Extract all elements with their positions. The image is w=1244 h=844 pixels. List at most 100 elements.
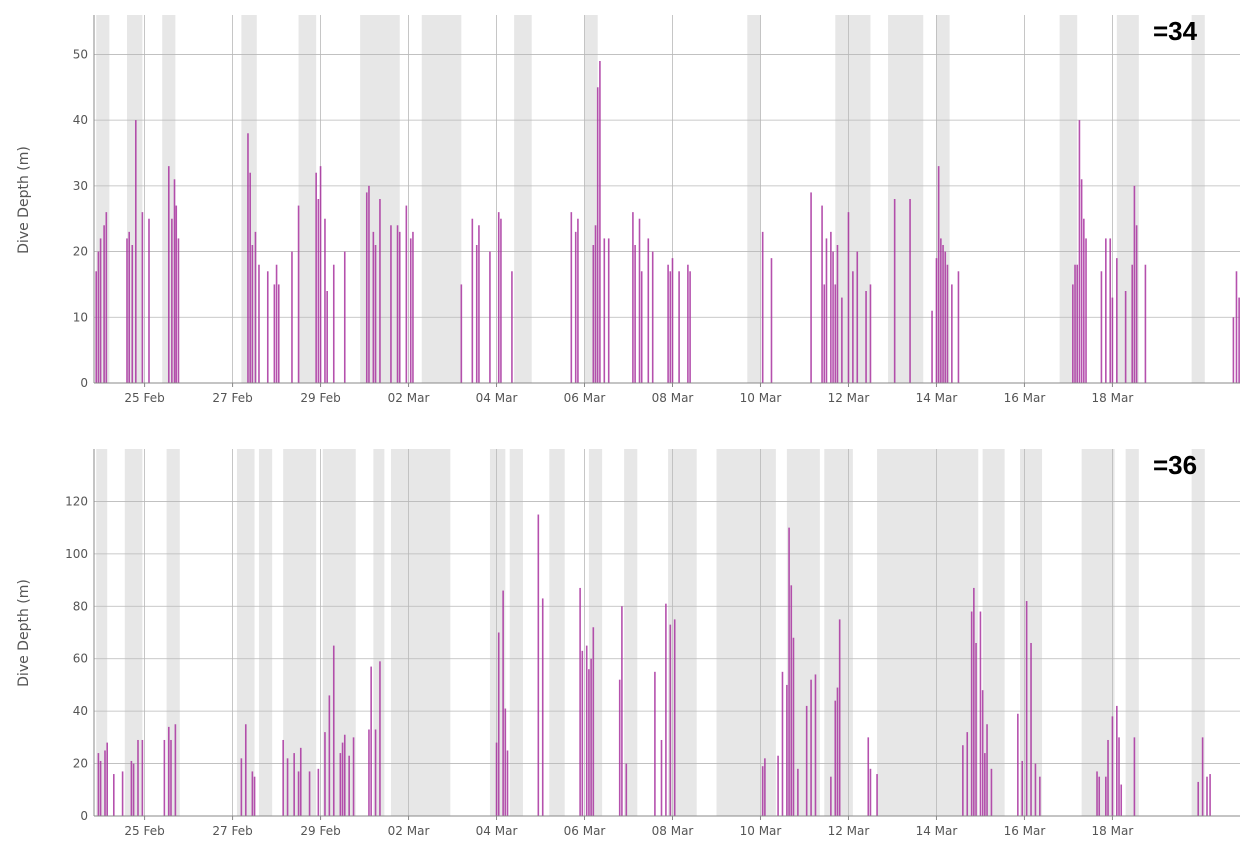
chart-1-dive-bar xyxy=(761,766,764,816)
chart-0-x-tick-label: 16 Mar xyxy=(1004,391,1046,405)
chart-1-shaded-period xyxy=(373,449,385,816)
chart-1-shaded-period xyxy=(124,449,143,816)
chart-1-dive-bar xyxy=(669,624,672,816)
chart-0-dive-bar xyxy=(1080,179,1083,383)
chart-1-dive-bar xyxy=(106,742,108,816)
chart-0-dive-bar xyxy=(951,284,953,383)
chart-1-dive-bar xyxy=(370,666,372,816)
chart-1-dive-bar xyxy=(975,642,977,816)
chart-0-shaded-period xyxy=(747,15,761,383)
chart-1-dive-bar xyxy=(341,742,344,816)
chart-0-dive-bar xyxy=(1124,291,1127,383)
chart-1-dive-bar xyxy=(332,645,335,816)
chart-1-x-tick-label: 08 Mar xyxy=(652,824,694,838)
chart-0-dive-bar xyxy=(368,185,370,383)
chart-0-x-tick-label: 10 Mar xyxy=(740,391,782,405)
chart-0-dive-bar xyxy=(834,284,837,383)
chart-0-dive-bar xyxy=(603,238,606,383)
chart-1-shaded-period xyxy=(716,449,776,816)
chart-1-dive-bar xyxy=(141,739,144,816)
chart-0-dive-bar xyxy=(596,87,599,384)
chart-1-dive-bars xyxy=(97,514,1211,816)
chart-1-dive-bar xyxy=(1030,642,1032,816)
chart-0-dive-bar xyxy=(651,251,654,383)
chart-1-dive-bar xyxy=(497,632,500,816)
chart-1-x-tick-label: 16 Mar xyxy=(1004,824,1046,838)
chart-1-dive-bar xyxy=(792,637,795,816)
chart-1-dive-bar xyxy=(981,690,984,816)
chart-1-dive-bar xyxy=(253,776,256,816)
chart-0-x-tick-label: 08 Mar xyxy=(652,391,694,405)
chart-0-dive-bar xyxy=(577,218,579,383)
chart-0-dive-bar xyxy=(830,231,832,383)
chart-1-dive-bar xyxy=(132,763,135,816)
chart-0-dive-bar xyxy=(678,271,680,383)
chart-1-dive-bar xyxy=(112,774,115,816)
chart-1-dive-bar xyxy=(973,587,975,816)
chart-1-shaded-period xyxy=(982,449,1005,816)
chart-1-dive-bar xyxy=(240,758,243,816)
chart-1-dive-bar xyxy=(585,645,588,816)
chart-0-y-tick-label: 30 xyxy=(73,179,88,193)
chart-1-shaded-period xyxy=(258,449,273,816)
chart-0-dive-bar xyxy=(409,238,412,383)
chart-0-dive-bar xyxy=(497,212,500,383)
chart-0-dive-bar xyxy=(99,238,102,383)
chart-0-dive-bar xyxy=(177,238,180,383)
chart-1-dive-bar xyxy=(1098,776,1101,816)
chart-0-dive-bar xyxy=(103,225,105,383)
chart-0-dive-bar xyxy=(460,284,463,383)
chart-1-y-tick-label: 120 xyxy=(65,494,88,508)
chart-0-dive-bar xyxy=(931,310,933,383)
chart-0-dive-bar xyxy=(95,271,97,383)
chart-0-dive-bar xyxy=(1072,284,1074,383)
chart-1-x-tick-label: 06 Mar xyxy=(564,824,606,838)
chart-0-y-tick-label: 50 xyxy=(73,47,88,61)
chart-0-dive-bar xyxy=(372,231,375,383)
chart-1-dive-bar xyxy=(244,724,247,816)
chart-1-shaded-period xyxy=(166,449,180,816)
chart-1-shaded-period xyxy=(489,449,506,816)
chart-1-dive-bar xyxy=(97,753,100,816)
chart-0-shaded-period xyxy=(936,15,950,383)
chart-0-dive-bar xyxy=(761,231,764,383)
chart-0-shaded-period xyxy=(126,15,143,383)
chart-0-dive-bar xyxy=(909,199,911,383)
chart-1-dive-bar xyxy=(1021,760,1024,816)
chart-1-dive-bar xyxy=(979,611,982,816)
chart-0-shaded-periods xyxy=(96,15,1205,383)
chart-0-dive-bar xyxy=(1105,238,1107,383)
chart-1-dive-bar xyxy=(99,760,102,816)
chart-1-dive-bar xyxy=(251,771,254,816)
chart-1-dive-bar xyxy=(962,745,964,816)
chart-0-dive-bar xyxy=(671,258,674,383)
chart-0-dive-bar xyxy=(647,238,650,383)
chart-1-dive-bar xyxy=(130,760,133,816)
chart-1-dive-bar xyxy=(673,619,676,816)
chart-0-dive-bar xyxy=(105,212,108,383)
chart-1-dive-bar xyxy=(788,527,790,816)
chart-1-dive-bar xyxy=(986,724,988,816)
chart-0-x-tick-label: 18 Mar xyxy=(1092,391,1134,405)
chart-0-dive-bar xyxy=(500,218,502,383)
chart-1-dive-bar xyxy=(581,650,584,816)
chart-1-dive-bar xyxy=(1111,716,1114,816)
chart-0-dive-bar xyxy=(689,271,691,383)
chart-0-dive-bar xyxy=(249,172,251,383)
chart-0-corner-label: =34 xyxy=(1153,16,1198,46)
chart-0-dive-bar xyxy=(258,264,260,383)
chart-1-dive-bar xyxy=(1133,737,1136,816)
chart-0-x-tick-label: 04 Mar xyxy=(476,391,518,405)
chart-0-dive-bar xyxy=(266,271,269,383)
chart-0-y-tick-label: 0 xyxy=(80,376,88,390)
chart-1-dive-bar xyxy=(1209,774,1211,816)
chart-0-dive-bar xyxy=(324,218,326,383)
chart-1-dive-bar xyxy=(1096,771,1098,816)
chart-1-shaded-period xyxy=(588,449,603,816)
chart-0-dive-bar xyxy=(251,245,254,383)
chart-1-dive-bar xyxy=(163,739,166,816)
chart-0-y-tick-label: 10 xyxy=(73,310,88,324)
chart-1-y-axis-title: Dive Depth (m) xyxy=(16,579,32,687)
chart-0-dive-bar xyxy=(390,225,392,383)
chart-1-y-tick-label: 100 xyxy=(65,547,88,561)
